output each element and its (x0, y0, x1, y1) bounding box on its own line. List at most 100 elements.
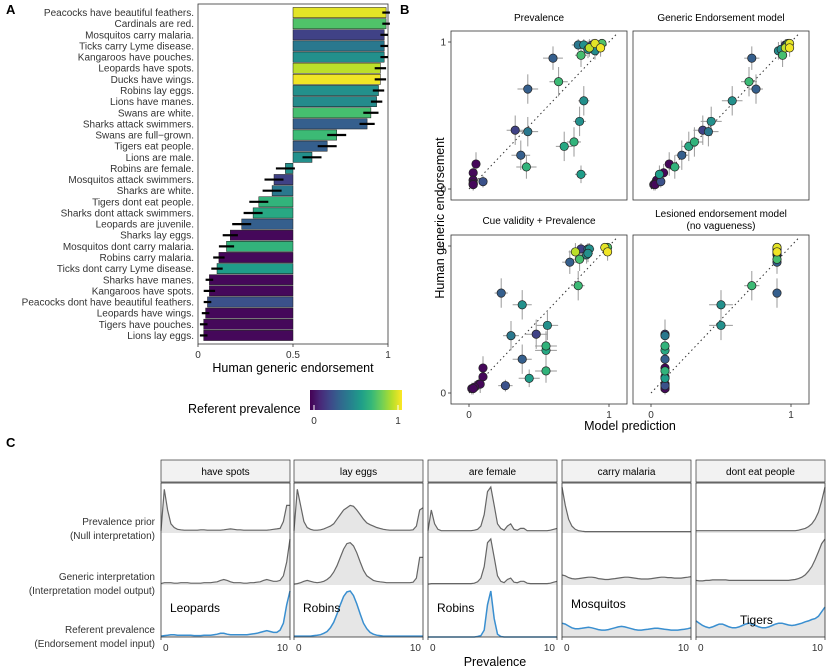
category-label: Lions have manes. (110, 97, 194, 108)
data-point (478, 363, 488, 373)
row-label: (Interpretation model output) (29, 586, 155, 597)
y-axis-title: Human generic endorsement (433, 137, 447, 299)
column-frame (695, 482, 826, 638)
data-point (703, 127, 713, 137)
density-area (428, 487, 557, 533)
data-point (677, 150, 687, 160)
data-point (747, 281, 757, 291)
data-point (521, 162, 531, 172)
x-tick-label: 0 (430, 643, 436, 654)
category-label: Ticks carry Lyme disease. (79, 41, 194, 52)
category-label: Robins are female. (110, 164, 194, 175)
data-point (554, 77, 564, 87)
data-point (576, 50, 586, 60)
category-label: Sharks are white. (117, 186, 194, 197)
annotation: Robins (303, 601, 340, 615)
x-tick-label: 10 (410, 643, 422, 654)
category-label: Leopards have wings. (97, 309, 194, 320)
bar (292, 51, 385, 63)
density-column: have spots Leopards 0 10 (160, 459, 291, 654)
data-point (496, 288, 506, 298)
x-tick-label: 0 (195, 350, 201, 361)
data-point (559, 141, 569, 151)
x-tick-label: 1 (606, 410, 612, 421)
density-area (696, 607, 825, 637)
data-point (654, 169, 664, 179)
category-label: Lions are male. (126, 153, 194, 164)
panel-label: B (400, 2, 409, 17)
category-label: Lions lay eggs. (127, 331, 194, 342)
x-tick-label: 10 (678, 643, 690, 654)
y-tick-label: 1 (440, 242, 446, 253)
density-line (561, 486, 691, 533)
data-point (573, 281, 583, 291)
category-label: Kangaroos have pouches. (78, 53, 194, 64)
data-point (468, 384, 478, 394)
density-line (695, 538, 826, 582)
bar (226, 240, 294, 252)
referent-line (561, 622, 692, 631)
category-label: Robins lay eggs. (120, 86, 194, 97)
data-point (660, 341, 670, 351)
data-point (660, 366, 670, 376)
strip-header (160, 459, 291, 483)
category-label: Ducks have wings. (111, 75, 194, 86)
column-title: lay eggs (340, 467, 377, 478)
category-label: Kangaroos have spots. (92, 286, 194, 297)
panel-c-density-grid: C Prevalence prior (Null interpretation) Ge… (6, 435, 826, 669)
category-label: Tigers dont eat people. (92, 197, 194, 208)
x-tick-label: 10 (277, 643, 289, 654)
annotation: Robins (437, 601, 474, 615)
density-line (293, 489, 424, 531)
facet: Generic Endorsement model (632, 13, 810, 201)
data-point (656, 177, 666, 187)
data-point (541, 341, 551, 351)
density-area (562, 574, 691, 585)
data-point (541, 366, 551, 376)
x-tick-label: 1 (788, 410, 794, 421)
column-frame (160, 482, 291, 638)
data-point (506, 331, 516, 341)
x-tick-label: 0 (296, 643, 302, 654)
data-point (468, 180, 478, 190)
x-axis-title: Prevalence (464, 655, 527, 669)
density-line (696, 486, 826, 532)
panel-label: A (6, 2, 16, 17)
annotation: Tigers (740, 613, 773, 627)
column-title: carry malaria (598, 467, 656, 478)
data-point (660, 331, 670, 341)
density-area (294, 489, 423, 533)
row-label: (Null interpretation) (70, 531, 155, 542)
density-line (561, 574, 692, 581)
row-label: Referent prevalence (65, 625, 155, 636)
data-point (576, 169, 586, 179)
category-label: Sharks dont attack swimmers. (61, 208, 194, 219)
data-point (510, 125, 520, 135)
bar (292, 7, 387, 18)
density-line (293, 542, 423, 585)
data-point (517, 354, 527, 364)
x-tick-label: 0 (163, 643, 169, 654)
bar (292, 96, 377, 108)
facet-title: Lesioned endorsement model (655, 209, 787, 220)
legend-max-label: 1 (395, 416, 401, 427)
category-label: Ticks dont carry Lyme disease. (57, 264, 194, 275)
panel-b-scatter-facets: B Prevalence 0 1 Generic Endorsement model Cu… (400, 2, 810, 433)
panel-a-bar-chart: A Peacocks have beautiful feathers.Cardin… (6, 2, 402, 427)
density-area (428, 539, 557, 585)
bar (292, 107, 372, 119)
x-tick-label: 0 (648, 410, 654, 421)
data-point (744, 77, 754, 87)
row-label: Generic interpretation (59, 572, 155, 583)
density-column: dont eat people Tigers 0 10 (695, 459, 826, 654)
bar (292, 40, 385, 52)
bar (203, 330, 294, 341)
data-point (716, 320, 726, 330)
data-point (500, 381, 510, 391)
data-point (579, 96, 589, 106)
x-tick-label: 0.5 (286, 350, 300, 361)
x-tick-label: 0 (466, 410, 472, 421)
row-label: (Endorsement model input) (34, 639, 155, 650)
category-label: Mosquitos attack swimmers. (68, 175, 194, 186)
legend-colorbar (310, 390, 402, 410)
